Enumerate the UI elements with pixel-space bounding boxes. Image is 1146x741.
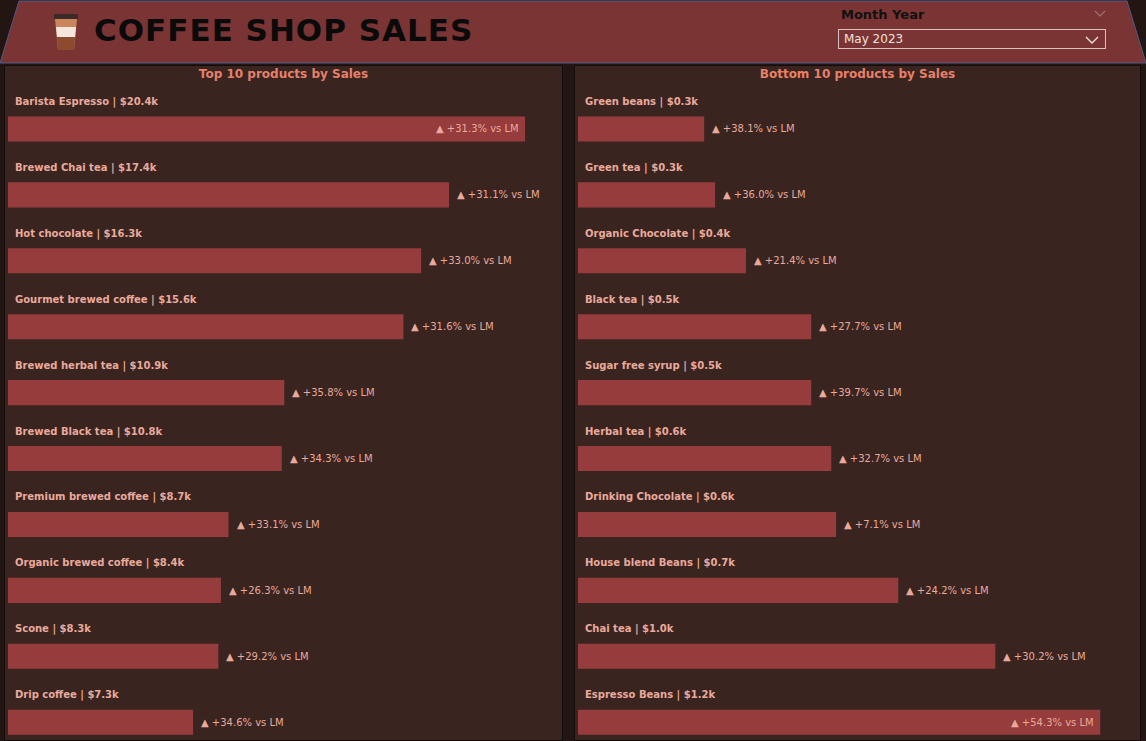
svg-text:▲ +31.6% vs LM: ▲ +31.6% vs LM <box>411 321 494 332</box>
svg-text:Scone | $8.3k: Scone | $8.3k <box>15 623 91 635</box>
svg-text:Brewed Chai tea | $17.4k: Brewed Chai tea | $17.4k <box>15 162 157 174</box>
svg-text:Organic Chocolate | $0.4k: Organic Chocolate | $0.4k <box>585 228 730 240</box>
svg-text:Barista Espresso | $20.4k: Barista Espresso | $20.4k <box>15 96 158 108</box>
svg-text:Brewed herbal tea | $10.9k: Brewed herbal tea | $10.9k <box>15 360 168 372</box>
svg-text:▲ +24.2% vs LM: ▲ +24.2% vs LM <box>906 585 989 596</box>
svg-text:▲ +34.6% vs LM: ▲ +34.6% vs LM <box>201 717 284 728</box>
svg-text:▲ +30.2% vs LM: ▲ +30.2% vs LM <box>1003 651 1086 662</box>
svg-text:▲ +34.3% vs LM: ▲ +34.3% vs LM <box>290 453 373 464</box>
svg-text:Hot chocolate | $16.3k: Hot chocolate | $16.3k <box>15 228 142 240</box>
svg-text:▲ +36.0% vs LM: ▲ +36.0% vs LM <box>723 189 806 200</box>
svg-text:Herbal tea | $0.6k: Herbal tea | $0.6k <box>585 426 686 438</box>
svg-text:▲ +35.8% vs LM: ▲ +35.8% vs LM <box>292 387 375 398</box>
svg-text:▲ +32.7% vs LM: ▲ +32.7% vs LM <box>839 453 922 464</box>
svg-text:▲ +33.1% vs LM: ▲ +33.1% vs LM <box>237 519 320 530</box>
svg-text:Espresso Beans | $1.2k: Espresso Beans | $1.2k <box>585 689 715 701</box>
svg-text:Brewed Black tea | $10.8k: Brewed Black tea | $10.8k <box>15 426 162 438</box>
html-text:May 2023: May 2023 <box>844 32 904 46</box>
svg-text:Gourmet brewed coffee | $15.6k: Gourmet brewed coffee | $15.6k <box>15 294 197 306</box>
svg-text:Drinking Chocolate | $0.6k: Drinking Chocolate | $0.6k <box>585 491 735 503</box>
svg-text:▲ +26.3% vs LM: ▲ +26.3% vs LM <box>229 585 312 596</box>
svg-text:Green tea | $0.3k: Green tea | $0.3k <box>585 162 683 174</box>
svg-text:Top 10 products by Sales: Top 10 products by Sales <box>199 67 368 81</box>
svg-text:▲ +33.0% vs LM: ▲ +33.0% vs LM <box>429 255 512 266</box>
svg-text:Chai tea | $1.0k: Chai tea | $1.0k <box>585 623 674 635</box>
svg-text:Sugar free syrup | $0.5k: Sugar free syrup | $0.5k <box>585 360 722 372</box>
svg-text:Green beans | $0.3k: Green beans | $0.3k <box>585 96 698 108</box>
svg-text:Drip coffee | $7.3k: Drip coffee | $7.3k <box>15 689 119 701</box>
svg-text:▲ +54.3% vs LM: ▲ +54.3% vs LM <box>1011 717 1094 728</box>
svg-text:Bottom 10 products by Sales: Bottom 10 products by Sales <box>760 67 955 81</box>
html-text:Month Year: Month Year <box>841 7 925 22</box>
svg-text:House blend Beans | $0.7k: House blend Beans | $0.7k <box>585 557 735 569</box>
svg-text:▲ +7.1% vs LM: ▲ +7.1% vs LM <box>844 519 920 530</box>
svg-text:▲ +38.1% vs LM: ▲ +38.1% vs LM <box>712 123 795 134</box>
svg-text:Organic brewed coffee | $8.4k: Organic brewed coffee | $8.4k <box>15 557 185 569</box>
svg-text:▲ +27.7% vs LM: ▲ +27.7% vs LM <box>819 321 902 332</box>
svg-text:▲ +31.1% vs LM: ▲ +31.1% vs LM <box>457 189 540 200</box>
svg-text:Premium brewed coffee | $8.7k: Premium brewed coffee | $8.7k <box>15 491 191 503</box>
svg-text:Black tea | $0.5k: Black tea | $0.5k <box>585 294 679 306</box>
html-text:COFFEE SHOP SALES: COFFEE SHOP SALES <box>94 12 474 48</box>
svg-text:▲ +29.2% vs LM: ▲ +29.2% vs LM <box>226 651 309 662</box>
svg-text:▲ +39.7% vs LM: ▲ +39.7% vs LM <box>819 387 902 398</box>
svg-text:▲ +31.3% vs LM: ▲ +31.3% vs LM <box>436 123 519 134</box>
svg-text:▲ +21.4% vs LM: ▲ +21.4% vs LM <box>754 255 837 266</box>
